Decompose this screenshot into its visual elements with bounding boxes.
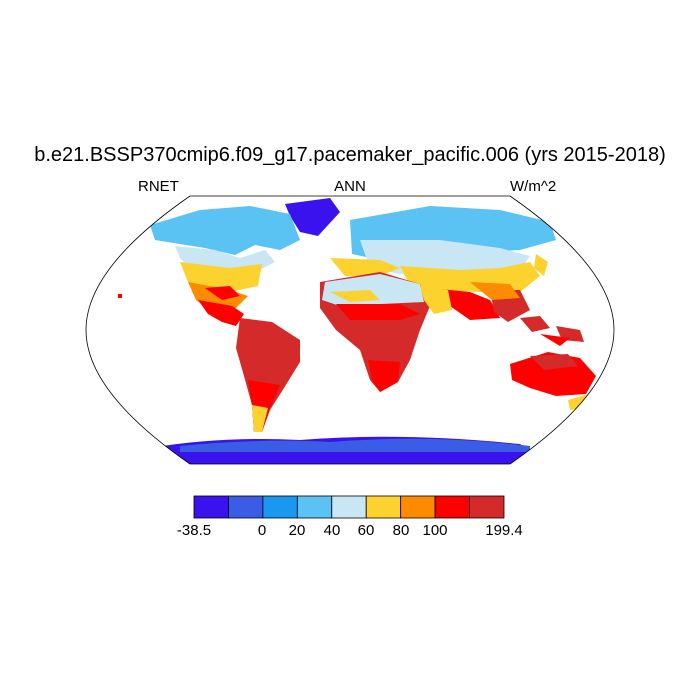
greenland: [285, 198, 340, 236]
colorbar-label: 0: [257, 522, 267, 539]
antarctica-edge: [180, 438, 530, 452]
colorbar-label: 20: [288, 522, 306, 539]
colorbar-box: [262, 495, 298, 519]
colorbar: [193, 495, 505, 519]
colorbar-box: [400, 495, 436, 519]
subtitle-season: ANN: [334, 178, 366, 195]
maritime-continent: [520, 316, 584, 346]
map-title: b.e21.BSSP370cmip6.f09_g17.pacemaker_pac…: [34, 144, 666, 166]
colorbar-label: 60: [357, 522, 375, 539]
colorbar-box: [296, 495, 333, 519]
australia: [510, 352, 596, 410]
colorbar-box: [365, 495, 402, 519]
japan: [534, 254, 548, 276]
subtitle-variable: RNET: [138, 178, 179, 195]
globe-outline: [85, 195, 615, 465]
colorbar-box: [193, 495, 229, 519]
colorbar-box: [331, 495, 367, 519]
colorbar-label: 80: [392, 522, 410, 539]
colorbar-label: -38.5: [176, 522, 212, 539]
eurasia: [330, 206, 556, 322]
colorbar-label: 100: [422, 522, 448, 539]
south-america: [236, 318, 300, 432]
africa: [320, 272, 430, 392]
colorbar-box: [228, 495, 264, 519]
colorbar-box: [434, 495, 470, 519]
colorbar-box: [469, 495, 505, 519]
colorbar-label: 40: [323, 522, 341, 539]
colorbar-label: 199.4: [485, 522, 523, 539]
north-america: [150, 206, 300, 326]
subtitle-units: W/m^2: [510, 178, 557, 195]
arabian-peninsula: [420, 286, 452, 314]
